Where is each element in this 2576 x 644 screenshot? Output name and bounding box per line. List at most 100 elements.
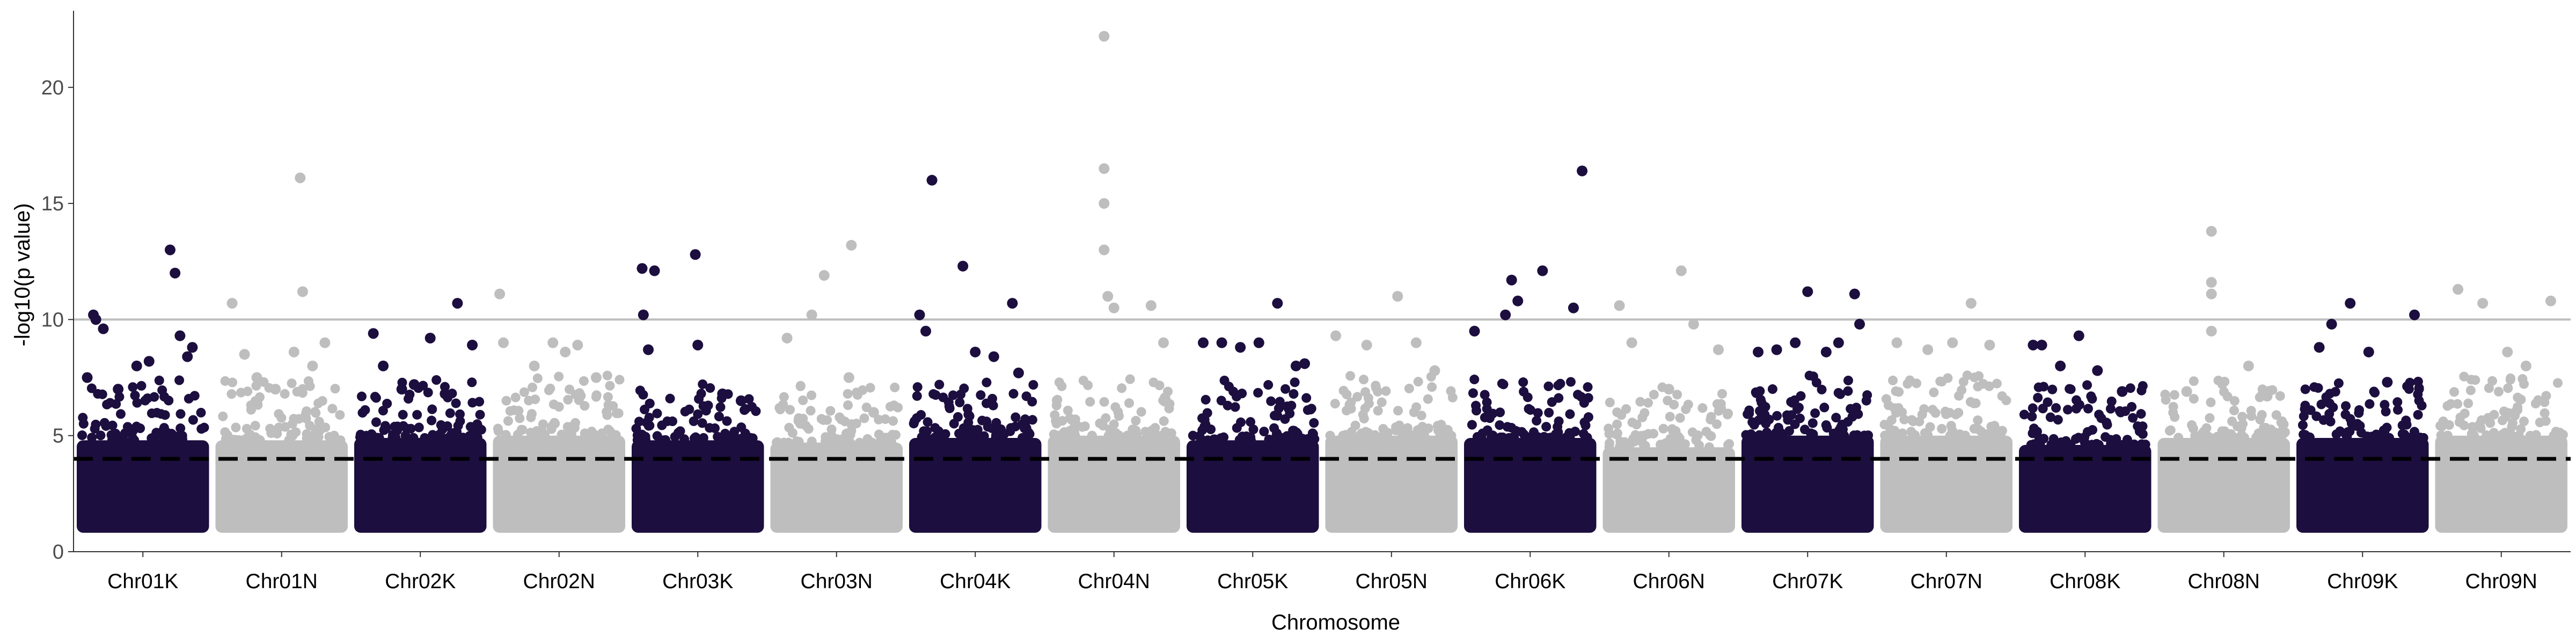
point bbox=[1615, 436, 1626, 447]
point bbox=[356, 391, 367, 401]
point bbox=[2341, 401, 2351, 411]
point bbox=[603, 400, 613, 410]
point bbox=[1914, 416, 1924, 427]
x-tick-label: Chr02K bbox=[385, 570, 456, 593]
point bbox=[641, 418, 652, 428]
point bbox=[2335, 426, 2345, 436]
point bbox=[501, 430, 511, 440]
point bbox=[1246, 432, 1256, 442]
point bbox=[1861, 396, 1871, 406]
point-cloud-Chr07K bbox=[1741, 435, 1874, 533]
point bbox=[1544, 407, 1554, 418]
point bbox=[2362, 432, 2372, 442]
point bbox=[854, 437, 865, 448]
peak-point bbox=[1537, 265, 1548, 276]
peak-point bbox=[170, 267, 181, 279]
point bbox=[1301, 393, 1312, 403]
point bbox=[431, 375, 442, 385]
point bbox=[526, 412, 536, 422]
point bbox=[1480, 390, 1490, 400]
point bbox=[652, 408, 662, 419]
point bbox=[330, 384, 340, 394]
point bbox=[1468, 388, 1478, 398]
point bbox=[2087, 394, 2097, 404]
chromosome-Chr08N bbox=[2157, 225, 2290, 533]
point bbox=[149, 392, 159, 402]
peak-point bbox=[90, 314, 101, 325]
peak-point bbox=[1145, 300, 1157, 311]
peak-point bbox=[2409, 309, 2420, 320]
point bbox=[1188, 430, 1198, 441]
point bbox=[889, 400, 899, 411]
point bbox=[602, 370, 612, 380]
point bbox=[313, 398, 324, 408]
y-tick-label: 20 bbox=[41, 77, 64, 99]
peak-point bbox=[914, 309, 925, 320]
point bbox=[2513, 402, 2523, 412]
point bbox=[1158, 396, 1168, 406]
chromosome-Chr01N bbox=[215, 172, 348, 533]
point bbox=[254, 392, 265, 402]
point bbox=[1839, 430, 1849, 441]
peak-point bbox=[378, 360, 389, 371]
peak-point bbox=[131, 360, 142, 371]
peak-point bbox=[636, 263, 648, 274]
point bbox=[1377, 397, 1387, 407]
point bbox=[428, 430, 438, 440]
point bbox=[2032, 427, 2042, 437]
point bbox=[715, 433, 725, 443]
point bbox=[1280, 414, 1290, 424]
point bbox=[1881, 394, 1891, 404]
point bbox=[1050, 410, 1060, 420]
point bbox=[2164, 426, 2175, 436]
point bbox=[1946, 421, 1956, 431]
peak-point bbox=[1802, 286, 1813, 297]
point bbox=[2300, 384, 2310, 394]
point bbox=[772, 437, 782, 448]
point bbox=[1638, 439, 1648, 449]
point bbox=[983, 422, 993, 432]
x-tick-label: Chr03N bbox=[801, 570, 873, 593]
point bbox=[157, 385, 167, 396]
point bbox=[2276, 418, 2286, 428]
y-axis-title: -log10(p value) bbox=[11, 203, 34, 347]
point bbox=[1672, 390, 1682, 400]
peak-point bbox=[396, 384, 407, 395]
point bbox=[1706, 412, 1716, 422]
point bbox=[1278, 435, 1288, 445]
point bbox=[1673, 431, 1684, 442]
point bbox=[694, 394, 704, 404]
peak-point bbox=[2181, 386, 2192, 397]
point bbox=[784, 437, 794, 448]
peak-point bbox=[182, 351, 193, 362]
point bbox=[909, 419, 919, 429]
point bbox=[632, 435, 642, 445]
point bbox=[1373, 406, 1383, 416]
y-tick-label: 15 bbox=[41, 193, 64, 215]
point bbox=[1286, 400, 1297, 411]
peak-point bbox=[494, 288, 506, 299]
peak-point bbox=[1361, 339, 1372, 350]
point bbox=[930, 423, 940, 433]
point bbox=[2316, 399, 2326, 409]
point bbox=[1897, 428, 1907, 438]
point bbox=[2061, 436, 2071, 446]
point bbox=[693, 409, 703, 419]
point bbox=[2082, 380, 2092, 390]
point bbox=[1345, 371, 1356, 381]
point bbox=[1723, 440, 1733, 450]
point bbox=[1519, 386, 1529, 397]
point bbox=[1754, 430, 1765, 440]
point bbox=[689, 433, 699, 443]
point bbox=[1704, 442, 1714, 452]
point bbox=[705, 423, 715, 433]
point bbox=[255, 435, 265, 445]
point-cloud-Chr04K bbox=[909, 438, 1042, 533]
point bbox=[603, 392, 613, 402]
peak-point bbox=[2028, 339, 2039, 350]
point bbox=[1937, 377, 1947, 387]
point bbox=[1831, 413, 1841, 423]
point bbox=[1482, 404, 1492, 414]
point bbox=[2213, 375, 2223, 385]
